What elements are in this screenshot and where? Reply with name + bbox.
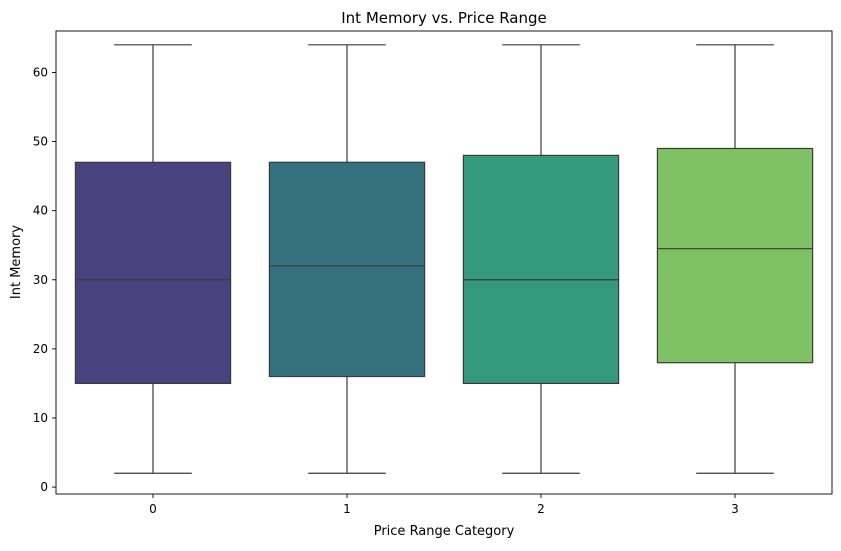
- y-tick-label: 10: [33, 411, 48, 425]
- y-tick-label: 30: [33, 273, 48, 287]
- x-tick-label: 2: [537, 502, 545, 516]
- x-tick-label: 0: [149, 502, 157, 516]
- y-tick-label: 0: [40, 480, 48, 494]
- y-tick-label: 40: [33, 204, 48, 218]
- x-tick-label: 3: [731, 502, 739, 516]
- x-tick-label: 1: [343, 502, 351, 516]
- box-3: [656, 147, 814, 364]
- plot-area: 0 10 20 30 40 50 60 0 1 2 3: [33, 44, 814, 516]
- chart-title: Int Memory vs. Price Range: [341, 9, 546, 27]
- y-axis-label: Int Memory: [9, 225, 24, 299]
- plot-frame: [55, 30, 833, 495]
- box-1: [268, 161, 426, 378]
- box-0: [74, 161, 232, 385]
- y-tick-label: 60: [33, 65, 48, 79]
- x-axis-label: Price Range Category: [374, 524, 515, 539]
- y-tick-label: 50: [33, 135, 48, 149]
- box-2: [462, 154, 620, 385]
- y-tick-label: 20: [33, 342, 48, 356]
